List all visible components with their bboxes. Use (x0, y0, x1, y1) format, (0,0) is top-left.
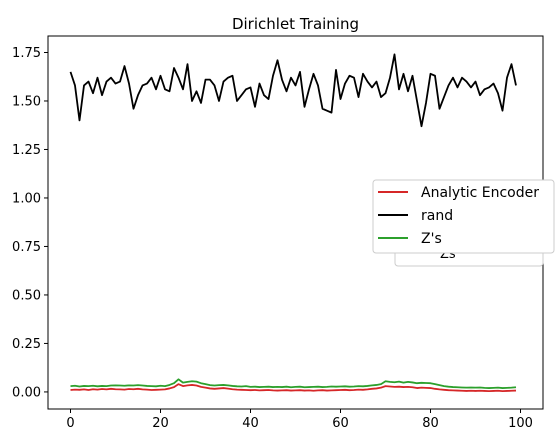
legend-label: Z's (421, 231, 442, 247)
legend-frame (372, 179, 555, 254)
series-layer (69, 53, 517, 393)
legend-entries: Analytic Encoder rand Z's (378, 185, 539, 247)
x-tick-label: 20 (152, 416, 169, 431)
x-tick-label: 80 (422, 416, 439, 431)
legend: Analytic Encoder rand Z's (372, 179, 555, 254)
y-tick-label: 0.50 (12, 288, 41, 303)
y-axis: 0.00 0.25 0.50 0.75 1.00 1.25 1.50 1.75 (12, 46, 48, 400)
series-line-rand (69, 53, 517, 128)
x-tick-label: 60 (332, 416, 349, 431)
chart-title: Dirichlet Training (232, 15, 359, 33)
plot-area (69, 53, 517, 393)
x-tick-label: 0 (66, 416, 74, 431)
x-tick-label: 40 (242, 416, 259, 431)
y-tick-label: 0.25 (12, 337, 41, 352)
series-line-z-s (70, 378, 517, 389)
legend-label: rand (421, 208, 453, 224)
y-tick-label: 0.75 (12, 240, 41, 255)
x-tick-label: 100 (508, 416, 533, 431)
y-tick-label: 0.00 (12, 385, 41, 400)
y-tick-label: 1.75 (12, 46, 41, 61)
series-line-analytic-encoder (70, 383, 517, 393)
y-tick-label: 1.00 (12, 191, 41, 206)
y-tick-label: 1.50 (12, 94, 41, 109)
y-tick-label: 1.25 (12, 143, 41, 158)
x-axis: 0 20 40 60 80 100 (66, 409, 533, 431)
legend-label: Analytic Encoder (421, 185, 539, 201)
